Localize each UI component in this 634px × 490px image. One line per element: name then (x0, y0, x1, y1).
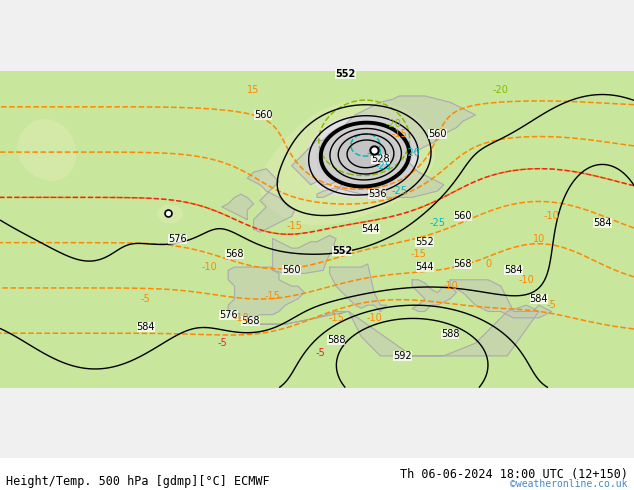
Text: 568: 568 (453, 259, 472, 269)
Text: 552: 552 (335, 69, 356, 79)
Polygon shape (330, 264, 387, 312)
Text: -10: -10 (202, 262, 217, 272)
Text: 592: 592 (393, 351, 412, 361)
Text: 552: 552 (332, 246, 353, 256)
Polygon shape (450, 280, 552, 318)
Text: 536: 536 (368, 189, 387, 199)
Polygon shape (292, 96, 476, 197)
Text: -10: -10 (366, 313, 382, 323)
Text: 568: 568 (241, 316, 260, 326)
Text: -30: -30 (366, 148, 382, 158)
Text: 584: 584 (593, 218, 612, 228)
Text: -15: -15 (287, 221, 303, 231)
Text: 560: 560 (254, 110, 273, 120)
Text: -15: -15 (328, 313, 344, 323)
Text: -10: -10 (443, 281, 458, 291)
Text: -15: -15 (264, 291, 281, 301)
Text: -20: -20 (404, 148, 420, 158)
Text: -5: -5 (547, 300, 557, 310)
Text: -20: -20 (385, 120, 401, 129)
Text: 588: 588 (327, 335, 346, 345)
Text: 560: 560 (453, 211, 472, 221)
Text: -25: -25 (391, 186, 408, 196)
Text: -5: -5 (141, 294, 151, 304)
Text: 584: 584 (529, 294, 548, 304)
Text: 552: 552 (415, 237, 434, 247)
Text: 544: 544 (415, 262, 434, 272)
Text: Th 06-06-2024 18:00 UTC (12+150): Th 06-06-2024 18:00 UTC (12+150) (399, 468, 628, 481)
Text: 584: 584 (136, 322, 155, 332)
Text: -10: -10 (233, 313, 249, 323)
Text: 588: 588 (441, 329, 460, 339)
Text: 0: 0 (485, 259, 491, 269)
Text: 576: 576 (219, 310, 238, 319)
Text: -25: -25 (375, 161, 392, 171)
Polygon shape (247, 169, 295, 232)
Polygon shape (228, 267, 304, 318)
Text: -10: -10 (544, 211, 559, 221)
Text: 568: 568 (225, 249, 244, 259)
Text: -25: -25 (429, 218, 446, 228)
Polygon shape (412, 280, 456, 312)
Polygon shape (247, 305, 539, 356)
Text: -15: -15 (410, 249, 427, 259)
Text: 584: 584 (504, 265, 523, 275)
Text: 560: 560 (282, 265, 301, 275)
Text: 576: 576 (168, 234, 187, 244)
Text: -5: -5 (217, 338, 227, 348)
Text: 560: 560 (428, 129, 447, 139)
Text: -5: -5 (315, 348, 325, 358)
Text: -20: -20 (493, 85, 509, 95)
Text: 528: 528 (371, 154, 390, 164)
Text: ©weatheronline.co.uk: ©weatheronline.co.uk (510, 479, 628, 489)
Text: -10: -10 (519, 275, 534, 285)
Text: 15: 15 (247, 85, 260, 95)
Polygon shape (273, 235, 336, 273)
Text: Height/Temp. 500 hPa [gdmp][°C] ECMWF: Height/Temp. 500 hPa [gdmp][°C] ECMWF (6, 474, 270, 488)
Polygon shape (222, 194, 254, 220)
Text: 10: 10 (533, 234, 545, 244)
Text: -15: -15 (391, 129, 408, 139)
Text: 544: 544 (361, 224, 380, 234)
